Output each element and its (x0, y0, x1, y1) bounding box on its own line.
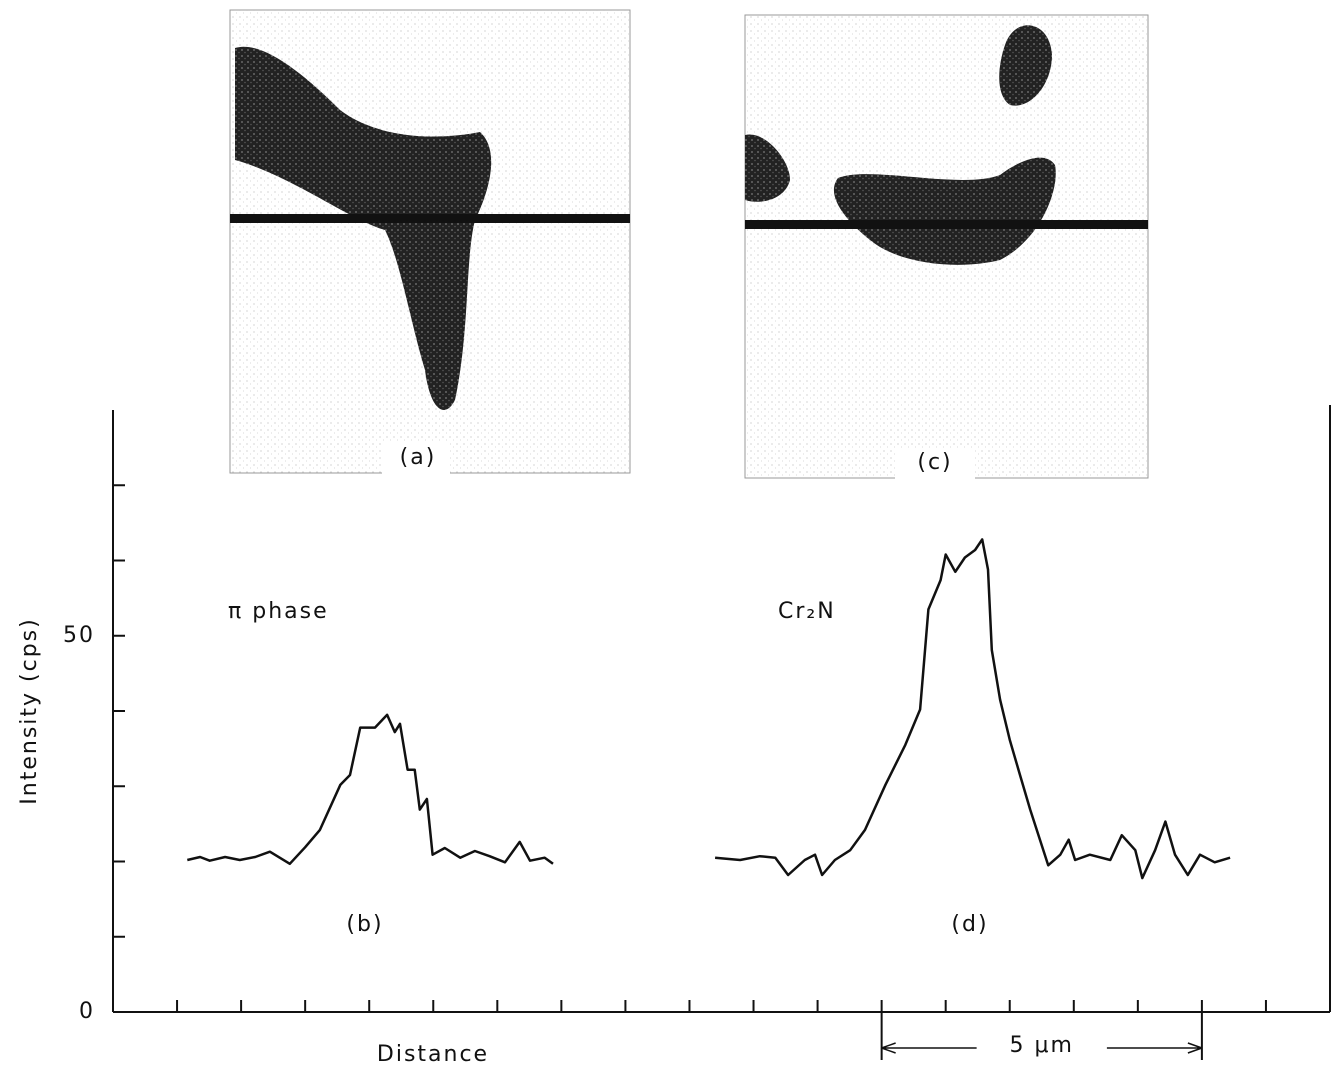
series-label: (b) (346, 912, 383, 937)
scalebar-label: 5 μm (1010, 1033, 1074, 1058)
series-name: π phase (228, 599, 329, 624)
y-axis-label: Intensity (cps) (17, 617, 42, 804)
scalebar-arrow (881, 1042, 1203, 1054)
line-series (714, 538, 1231, 880)
panel-label: (a) (400, 445, 437, 470)
y-tick-label: 50 (63, 623, 95, 648)
x-axis-label: Distance (377, 1042, 489, 1067)
series-name: Cr₂N (778, 599, 836, 624)
series-label: (d) (951, 912, 988, 937)
y-tick-label: 0 (79, 999, 95, 1024)
micrograph-a (229, 9, 631, 475)
panel-label: (c) (917, 450, 952, 475)
micrograph-c (744, 14, 1149, 480)
line-series (187, 713, 554, 866)
